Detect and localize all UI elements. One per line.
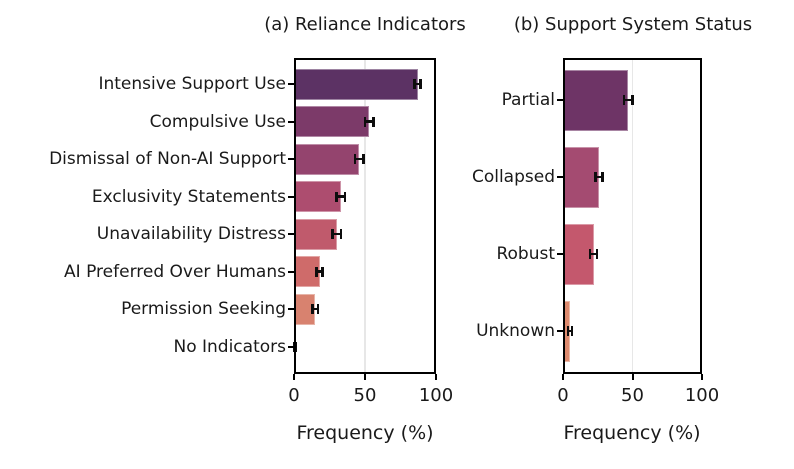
ytick-robust <box>557 253 563 255</box>
category-label-exclusivity-statements: Exclusivity Statements <box>91 186 286 207</box>
bar-exclusivity-statements <box>294 181 341 212</box>
category-label-compulsive-use: Compulsive Use <box>149 111 286 132</box>
category-label-no-indicators: No Indicators <box>173 336 286 357</box>
error-bar-cap-right-intensive-support-use <box>419 79 422 89</box>
error-bar-line-unavailability-distress <box>332 232 341 236</box>
error-bar-line-partial <box>624 98 633 102</box>
subplot-a-title: (a) Reliance Indicators <box>264 14 466 35</box>
category-label-ai-preferred-over-humans: AI Preferred Over Humans <box>64 261 286 282</box>
bar-compulsive-use <box>294 106 370 137</box>
error-bar-cap-right-no-indicators <box>294 341 297 352</box>
error-bar-line-collapsed <box>595 175 603 179</box>
gridline-50 <box>631 58 634 374</box>
error-bar-cap-right-permission-seeking <box>316 304 320 314</box>
bar-dismissal-of-non-ai-support <box>294 143 360 175</box>
error-bar-cap-left-ai-preferred-over-humans <box>315 266 318 277</box>
xtick-100 <box>701 374 703 380</box>
error-bar-cap-left-partial <box>622 95 626 105</box>
error-bar-cap-left-exclusivity-statements <box>335 191 338 202</box>
ytick-compulsive-use <box>288 120 294 123</box>
xtick-label-0: 0 <box>288 385 300 406</box>
error-bar-cap-left-unknown <box>566 326 570 336</box>
error-bar-cap-right-dismissal-of-non-ai-support <box>362 154 365 164</box>
error-bar-cap-left-unavailability-distress <box>331 229 334 239</box>
error-bar-line-robust <box>590 252 598 256</box>
ytick-unavailability-distress <box>288 233 294 235</box>
category-label-unknown: Unknown <box>476 321 555 341</box>
error-bar-cap-left-compulsive-use <box>363 116 367 127</box>
error-bar-cap-left-intensive-support-use <box>413 79 416 89</box>
subplot-a-plot-area: 0 50 100 <box>288 58 453 406</box>
error-bar-cap-right-partial <box>631 95 634 105</box>
category-label-collapsed: Collapsed <box>471 167 555 187</box>
error-bar-cap-left-robust <box>588 249 592 259</box>
category-label-unavailability-distress: Unavailability Distress <box>96 224 286 244</box>
ytick-collapsed <box>557 176 563 178</box>
category-label-robust: Robust <box>496 244 555 264</box>
bar-intensive-support-use <box>294 68 418 100</box>
xtick-label-50: 50 <box>353 385 377 406</box>
error-bar-cap-right-exclusivity-statements <box>343 191 347 202</box>
ytick-exclusivity-statements <box>288 195 294 198</box>
error-bar-cap-right-robust <box>595 249 599 259</box>
category-label-partial: Partial <box>501 90 555 110</box>
xtick-50 <box>631 374 634 380</box>
error-bar-line-permission-seeking <box>312 307 319 311</box>
ytick-dismissal-of-non-ai-support <box>288 158 294 160</box>
ytick-partial <box>557 99 563 101</box>
category-label-intensive-support-use: Intensive Support Use <box>98 74 286 94</box>
xtick-label-50: 50 <box>621 385 644 406</box>
error-bar-line-ai-preferred-over-humans <box>316 270 323 273</box>
xtick-50 <box>364 374 366 380</box>
error-bar-cap-right-compulsive-use <box>372 116 375 127</box>
category-label-dismissal-of-non-ai-support: Dismissal of Non-AI Support <box>49 149 286 169</box>
category-label-permission-seeking: Permission Seeking <box>121 299 286 319</box>
error-bar-line-dismissal-of-non-ai-support <box>355 157 364 161</box>
subplot-b-plot-area: 0 50 100 <box>557 58 719 406</box>
ytick-no-indicators <box>288 345 294 348</box>
ytick-intensive-support-use <box>288 83 294 85</box>
bar-robust <box>563 223 594 285</box>
xtick-label-100: 100 <box>418 385 454 406</box>
xtick-label-100: 100 <box>684 385 720 406</box>
error-bar-line-intensive-support-use <box>414 82 421 86</box>
error-bar-line-compulsive-use <box>365 120 374 123</box>
error-bar-cap-right-ai-preferred-over-humans <box>321 266 324 277</box>
error-bar-line-unknown <box>567 329 573 333</box>
subplot-a-xaxis-label: Frequency (%) <box>296 422 434 444</box>
ytick-ai-preferred-over-humans <box>288 270 294 273</box>
gridline-50 <box>364 58 366 374</box>
error-bar-cap-left-collapsed <box>594 172 597 182</box>
error-bar-line-exclusivity-statements <box>336 195 346 198</box>
ytick-unknown <box>557 330 563 332</box>
subplot-b-xaxis-label: Frequency (%) <box>563 422 701 444</box>
xtick-100 <box>435 374 437 380</box>
xtick-label-0: 0 <box>557 385 569 406</box>
xtick-0 <box>562 374 564 380</box>
bar-partial <box>563 69 629 131</box>
subplot-b-title: (b) Support System Status <box>513 14 753 35</box>
error-bar-cap-right-unavailability-distress <box>339 229 343 239</box>
xtick-0 <box>293 374 295 380</box>
error-bar-cap-right-collapsed <box>601 172 604 182</box>
error-bar-cap-left-dismissal-of-non-ai-support <box>353 154 357 164</box>
error-bar-cap-right-unknown <box>570 326 574 336</box>
error-bar-cap-left-permission-seeking <box>311 304 314 314</box>
ytick-permission-seeking <box>288 308 294 310</box>
